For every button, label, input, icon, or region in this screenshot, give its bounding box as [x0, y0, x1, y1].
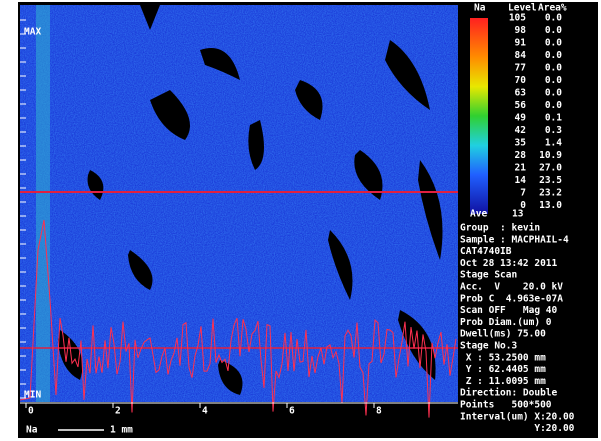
legend-area: 10.9	[539, 150, 562, 161]
legend-level: 0	[520, 200, 526, 211]
legend-area: 0.3	[545, 125, 562, 136]
info-line: Z : 11.0095 mm	[460, 376, 546, 387]
axis-label: 8	[376, 406, 382, 417]
line-profile	[19, 219, 457, 418]
info-line: Stage No.3	[460, 341, 517, 352]
legend-area: 0.1	[545, 113, 562, 124]
legend-area: 0.0	[545, 75, 562, 86]
info-line: Dwell(ms) 75.00	[460, 329, 546, 340]
legend-level: 84	[515, 50, 527, 61]
info-line: Scan OFF Mag 40	[460, 305, 558, 316]
info-line: Points 500*500	[460, 400, 552, 411]
info-line: Sample : MACPHAIL-4	[460, 234, 569, 245]
info-line: Group : kevin	[460, 223, 540, 234]
info-line: Acc. V 20.0 kV	[460, 282, 563, 293]
axis-label: 0	[28, 406, 34, 417]
legend-header: Area%	[538, 3, 567, 14]
voids	[58, 5, 443, 395]
legend-area: 0.0	[545, 63, 562, 74]
min-label: MIN	[24, 390, 41, 401]
legend-area: 1.4	[545, 138, 562, 149]
axis-label: 2	[115, 406, 121, 417]
info-line: Stage Scan	[460, 270, 517, 281]
legend-area: 23.5	[539, 175, 562, 186]
legend-level: 63	[515, 88, 527, 99]
legend-level: 49	[515, 113, 527, 124]
legend-area: 13.0	[539, 200, 562, 211]
legend-level: 70	[515, 75, 527, 86]
info-line: CAT4740IB	[460, 246, 512, 257]
legend-level: 98	[515, 25, 527, 36]
legend-area: 23.2	[539, 188, 562, 199]
average-value: 13	[512, 209, 524, 220]
legend-level: 56	[515, 100, 527, 111]
legend-level: 35	[515, 138, 527, 149]
legend-header: Level	[508, 3, 537, 14]
legend-area: 0.0	[545, 50, 562, 61]
legend-level: 105	[509, 13, 526, 24]
legend-level: 21	[515, 163, 527, 174]
legend-area: 0.0	[545, 25, 562, 36]
average-label: Ave	[470, 209, 487, 220]
legend-area: 27.0	[539, 163, 562, 174]
max-label: MAX	[24, 27, 41, 38]
axis-label: 6	[289, 406, 295, 417]
legend-level: 77	[515, 63, 526, 74]
axis-ticks: 0 2 4 6 8	[20, 19, 382, 417]
info-line: Prob Diam.(um) 0	[460, 317, 552, 328]
legend-level: 28	[515, 150, 527, 161]
legend-level: 42	[515, 125, 526, 136]
map-edge	[36, 5, 50, 402]
info-line: Prob C 4.963e-07A	[460, 293, 563, 304]
axis-label: 4	[202, 406, 208, 417]
legend-level: 7	[520, 188, 526, 199]
scale-label: 1 mm	[110, 425, 133, 436]
legend-level: 91	[515, 38, 527, 49]
legend-header: Na	[474, 3, 486, 14]
info-line: X : 53.2500 mm	[460, 352, 546, 363]
legend-area: 0.0	[545, 13, 562, 24]
legend-area: 0.0	[545, 88, 562, 99]
info-line: Y:20.00	[460, 423, 575, 434]
color-bar	[470, 18, 488, 214]
legend-area: 0.0	[545, 100, 562, 111]
legend-level: 14	[515, 175, 527, 186]
map-texture	[20, 5, 458, 402]
info-line: Interval(um) X:20.00	[460, 411, 575, 422]
legend-area: 0.0	[545, 38, 562, 49]
info-line: Direction: Double	[460, 388, 558, 399]
legend-rows: 105 0.0 98 0.0 91 0.0 84 0.0 77 0.0 70 0.0 63 0.0 56 0.…	[509, 13, 562, 212]
info-line: Oct 28 13:42 2011	[460, 258, 558, 269]
info-line: Y : 62.4405 mm	[460, 364, 546, 375]
element-label: Na	[26, 425, 38, 436]
